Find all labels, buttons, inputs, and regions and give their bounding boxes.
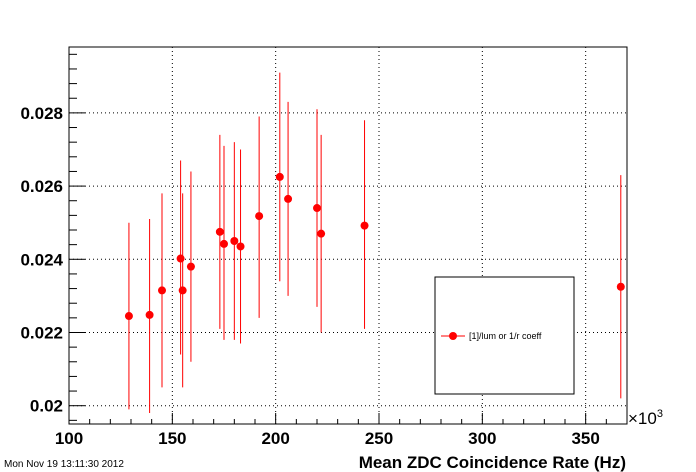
plot-frame [68, 46, 628, 425]
timestamp: Mon Nov 19 13:11:30 2012 [4, 459, 124, 470]
x-tick-label: 100 [55, 429, 83, 448]
legend: [1]/lum or 1/r coeff [434, 276, 575, 395]
data-point [215, 227, 224, 236]
data-point [236, 242, 245, 251]
data-point [616, 282, 625, 291]
data-point [145, 310, 154, 319]
data-point [317, 229, 326, 238]
legend-marker [449, 332, 457, 340]
x-tick-label: 300 [468, 429, 496, 448]
x-axis-multiplier: ×103 [628, 408, 663, 428]
x-tick-label: 250 [365, 429, 393, 448]
x-tick-label: 200 [261, 429, 289, 448]
x-tick-label: 350 [571, 429, 599, 448]
y-tick-label: 0.026 [20, 177, 63, 196]
y-tick-label: 0.022 [20, 323, 63, 342]
data-point [186, 262, 195, 271]
y-tick-label: 0.024 [20, 250, 63, 269]
data-point [360, 221, 369, 230]
legend-entry-label: [1]/lum or 1/r coeff [469, 331, 542, 341]
data-point [275, 172, 284, 181]
data-point [220, 239, 228, 248]
axes: 100 150 200 250 300 350 0.02 0.022 0.024 0.026 0.0… [20, 53, 607, 448]
data-point [158, 286, 166, 295]
data-point [230, 236, 239, 245]
x-tick-label: 150 [158, 429, 186, 448]
data-points [124, 72, 625, 414]
data-point [313, 204, 321, 213]
data-point [176, 254, 185, 263]
data-point [178, 286, 187, 295]
x-axis-label: Mean ZDC Coincidence Rate (Hz) [359, 453, 626, 472]
y-tick-label: 0.028 [20, 104, 63, 123]
x-axis-multiplier-exponent: 3 [657, 408, 663, 420]
data-point [284, 194, 293, 203]
y-tick-label: 0.02 [30, 397, 63, 416]
data-point [124, 312, 133, 321]
data-point [255, 212, 264, 221]
